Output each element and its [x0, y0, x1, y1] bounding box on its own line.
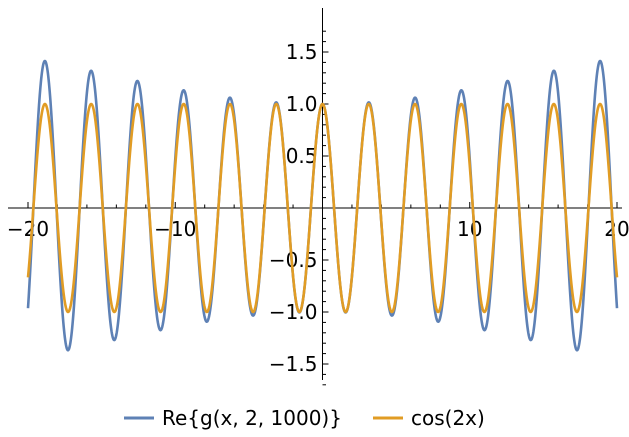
x-tick-label: 10 [457, 217, 482, 241]
y-tick-label: 1.0 [286, 92, 318, 116]
legend-label-re-g: Re{g(x, 2, 1000)} [162, 406, 342, 430]
legend-label-cos2x: cos(2x) [411, 406, 485, 430]
series-layer [26, 59, 619, 352]
legend: Re{g(x, 2, 1000)} cos(2x) [124, 406, 485, 430]
series-line-cos2x [26, 102, 619, 314]
y-tick-label: −1.0 [269, 300, 318, 324]
y-tick-label: −1.5 [269, 352, 318, 376]
y-tick-label: 0.5 [286, 144, 318, 168]
x-tick-label: −20 [7, 217, 49, 241]
y-tick-label: 1.5 [286, 40, 318, 64]
x-tick-label: 20 [604, 217, 629, 241]
axis-tick-labels: −20 −10 10 20−1.5−1.0−0.50.51.01.5 [7, 40, 629, 376]
x-tick-label: −10 [154, 217, 196, 241]
